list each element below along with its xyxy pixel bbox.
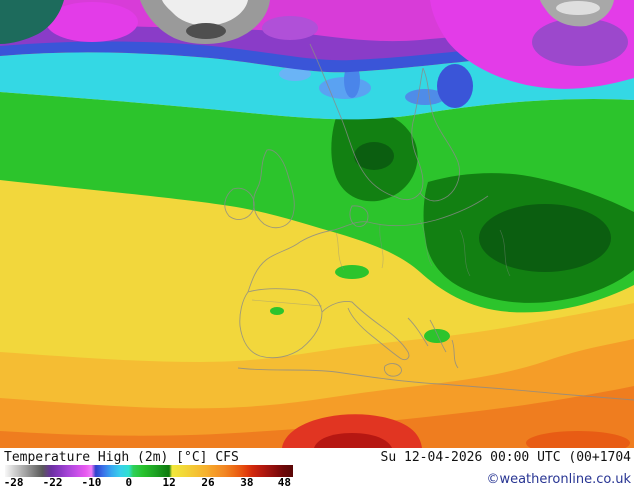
legend-gradient-bar bbox=[5, 465, 293, 477]
legend-tick-label: 12 bbox=[162, 476, 176, 489]
legend-tick-label: 38 bbox=[240, 476, 254, 489]
legend-tick-label: 48 bbox=[277, 476, 291, 489]
map-canvas bbox=[0, 0, 634, 448]
legend-tick-label: -10 bbox=[81, 476, 102, 489]
coastlines bbox=[224, 43, 634, 401]
legend-title: Temperature High (2m) [°C] CFS bbox=[4, 450, 239, 465]
legend-tick-label: -22 bbox=[42, 476, 63, 489]
temperature-field bbox=[0, 0, 634, 448]
datetime-label: Su 12-04-2026 00:00 UTC (00+1704 bbox=[380, 450, 631, 465]
legend-tick-label: 26 bbox=[201, 476, 215, 489]
copyright-label: ©weatheronline.co.uk bbox=[486, 472, 631, 487]
legend: -28 -22 -10 0 12 26 38 48 bbox=[3, 465, 293, 490]
country-borders bbox=[251, 219, 511, 307]
europe-temperature-map bbox=[0, 0, 634, 448]
legend-tick-label: 0 bbox=[125, 476, 133, 489]
legend-ticks: -28 -22 -10 0 12 26 38 48 bbox=[3, 476, 293, 490]
footer: Temperature High (2m) [°C] CFS Su 12-04-… bbox=[0, 448, 634, 490]
legend-tick-label: -28 bbox=[3, 476, 24, 489]
